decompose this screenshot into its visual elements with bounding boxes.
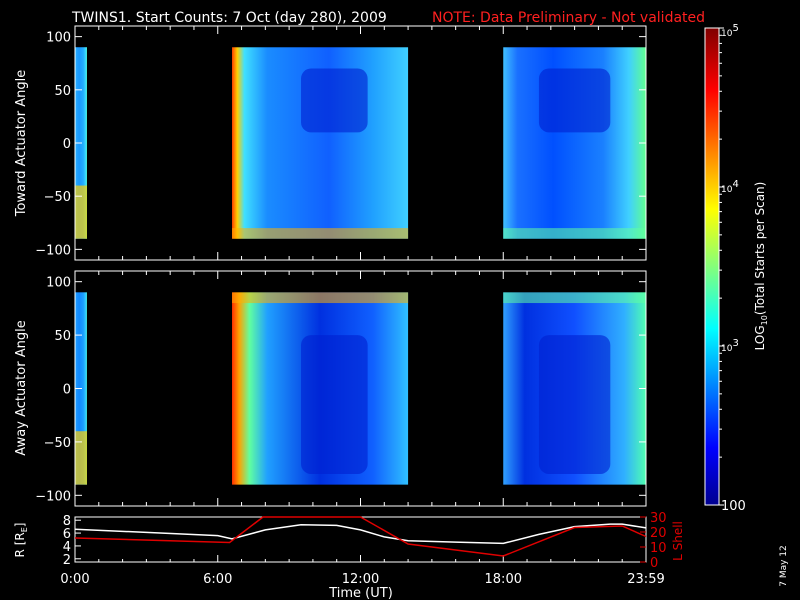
orbit-ylabel-right: L Shell bbox=[671, 521, 685, 561]
heatmap-band-1-2 bbox=[503, 292, 646, 304]
heatmap-low-region-0-1 bbox=[301, 68, 368, 133]
xtick-label-2: 12:00 bbox=[342, 572, 379, 587]
orbit-series-line-1 bbox=[74, 516, 647, 557]
colorbar: 105 104 103 100 LOG10(Total Starts per Scan… bbox=[704, 23, 769, 514]
heatmap-band-1-1 bbox=[232, 292, 409, 304]
heatmap-low-region-0-2 bbox=[538, 68, 611, 133]
ytick-label-0-1: 50 bbox=[54, 84, 71, 99]
ytick-label-0-0: 100 bbox=[46, 31, 71, 46]
xtick-label-1: 6:00 bbox=[203, 572, 232, 587]
away-ylabel: Away Actuator Angle bbox=[14, 320, 29, 455]
heatmap-band-0-1 bbox=[232, 228, 409, 239]
ytick-label-0-4: −100 bbox=[35, 243, 71, 258]
orbit-series-line-0 bbox=[74, 523, 647, 545]
colorbar-tick-label-3: 100 bbox=[721, 499, 746, 514]
ytick-label-0-2: 0 bbox=[63, 137, 71, 152]
colorbar-tick-label-1: 104 bbox=[721, 179, 739, 195]
ytick-label-0-3: −50 bbox=[44, 190, 71, 205]
orbit-ylabel-left: R [RE] bbox=[13, 523, 29, 558]
ytick-label-1-0: 100 bbox=[46, 276, 71, 291]
side-date: 7 May 12 bbox=[779, 545, 789, 587]
chart-title: TWINS1. Start Counts: 7 Oct (day 280), 2… bbox=[71, 10, 387, 26]
colorbar-tick-label-0: 105 bbox=[721, 23, 739, 39]
orbit-ytick-right-2: 10 bbox=[650, 541, 667, 556]
orbit-ytick-left-1: 6 bbox=[63, 527, 71, 542]
x-axis-label: Time (UT) bbox=[328, 586, 393, 600]
xtick-label-3: 18:00 bbox=[485, 572, 522, 587]
colorbar-gradient bbox=[704, 27, 720, 506]
orbit-ytick-right-0: 30 bbox=[650, 511, 667, 526]
orbit-ytick-right-3: 0 bbox=[650, 556, 658, 571]
xtick-label-4: 23:59 bbox=[627, 572, 664, 587]
orbit-ytick-left-2: 4 bbox=[63, 540, 71, 555]
ytick-label-1-4: −100 bbox=[35, 489, 71, 504]
orbit-ytick-left-3: 2 bbox=[63, 553, 71, 568]
heatmap-edge-hot-1 bbox=[75, 431, 87, 485]
orbit-ytick-left-0: 8 bbox=[63, 514, 71, 529]
colorbar-tick-label-2: 103 bbox=[721, 338, 739, 354]
heatmap-band-0-2 bbox=[503, 228, 646, 239]
xtick-label-0: 0:00 bbox=[60, 572, 89, 587]
preliminary-note: NOTE: Data Preliminary - Not validated bbox=[432, 10, 705, 26]
ytick-label-1-3: −50 bbox=[44, 436, 71, 451]
ytick-label-1-1: 50 bbox=[54, 329, 71, 344]
ytick-label-1-2: 0 bbox=[63, 383, 71, 398]
orbit-ytick-right-1: 20 bbox=[650, 526, 667, 541]
toward-heatmap-panel: 100 50 0 −50 −100 Toward Actuator Angle bbox=[14, 25, 647, 261]
heatmap-low-region-1-1 bbox=[301, 335, 368, 474]
heatmap-low-region-1-2 bbox=[538, 335, 611, 474]
heatmap-edge-hot-0 bbox=[75, 185, 87, 239]
colorbar-label: LOG10(Total Starts per Scan) bbox=[753, 182, 769, 351]
away-heatmap-panel: 100 50 0 −50 −100 Away Actuator Angle bbox=[14, 270, 647, 507]
toward-ylabel: Toward Actuator Angle bbox=[14, 70, 29, 217]
